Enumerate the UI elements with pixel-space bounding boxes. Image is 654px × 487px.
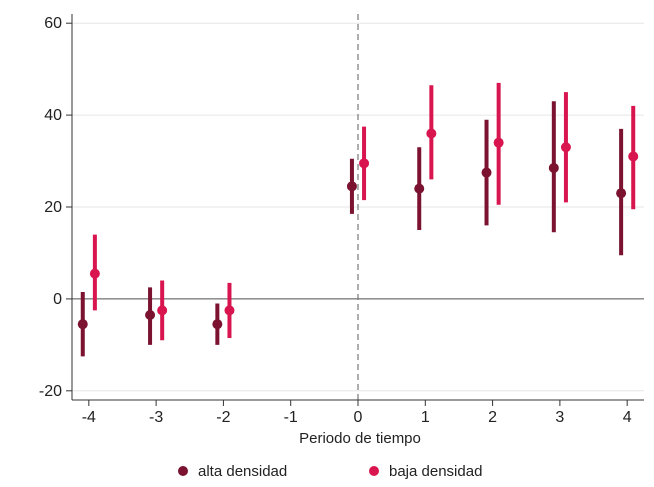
- point-1-5: [493, 137, 504, 148]
- series-0: [77, 101, 627, 357]
- y-tick-label-4: 60: [44, 15, 62, 32]
- legend-item-0: alta densidad: [178, 463, 287, 480]
- point-1-6: [560, 142, 571, 153]
- series-marks: [77, 82, 639, 357]
- point-0-3: [346, 181, 357, 192]
- x-tick-label-7: 3: [555, 409, 564, 426]
- point-0-4: [414, 183, 425, 194]
- legend-item-1: baja densidad: [369, 463, 482, 480]
- axes: -20 0 20 40 60 -4 -3 -2 -1 0 1 2 3 4: [39, 14, 644, 426]
- point-0-0: [77, 319, 88, 330]
- y-tick-label-0: -20: [39, 383, 62, 400]
- point-1-1: [157, 305, 168, 316]
- point-0-1: [145, 309, 156, 320]
- legend: alta densidad baja densidad: [178, 463, 482, 480]
- x-axis-title: Periodo de tiempo: [299, 430, 421, 447]
- y-tick-label-1: 0: [53, 291, 62, 308]
- legend-marker-1: [369, 466, 379, 476]
- x-tick-label-5: 1: [421, 409, 430, 426]
- legend-label-1: baja densidad: [389, 463, 482, 480]
- point-1-2: [224, 305, 235, 316]
- point-0-2: [212, 319, 223, 330]
- legend-label-0: alta densidad: [198, 463, 287, 480]
- point-1-3: [359, 158, 370, 169]
- point-1-0: [89, 268, 100, 279]
- point-1-7: [628, 151, 639, 162]
- x-tick-label-6: 2: [488, 409, 497, 426]
- point-1-4: [426, 128, 437, 139]
- x-tick-label-2: -2: [216, 409, 230, 426]
- y-tick-label-2: 20: [44, 199, 62, 216]
- point-0-6: [548, 162, 559, 173]
- y-tick-label-3: 40: [44, 107, 62, 124]
- x-tick-label-4: 0: [354, 409, 363, 426]
- series-1: [89, 82, 639, 341]
- reference-lines: [72, 14, 644, 400]
- x-tick-label-8: 4: [623, 409, 632, 426]
- x-tick-label-1: -3: [149, 409, 163, 426]
- point-0-7: [616, 188, 627, 199]
- point-0-5: [481, 167, 492, 178]
- x-tick-label-3: -1: [284, 409, 298, 426]
- x-tick-label-0: -4: [82, 409, 96, 426]
- legend-marker-0: [178, 466, 188, 476]
